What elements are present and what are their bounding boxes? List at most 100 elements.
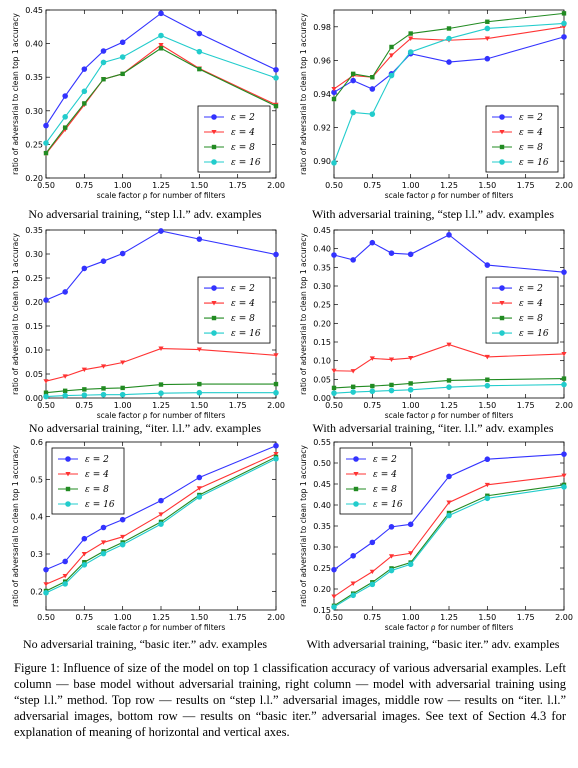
chart-panel-step-ll-no-adv: 0.20 0.25 0.30 0.35 0.40 0.45 0.50 0.75 1.00 1.25… — [0, 4, 290, 200]
subcaption-step-ll-adv: With adversarial training, “step l.l.” a… — [312, 207, 554, 221]
data-point — [43, 393, 49, 400]
legend-label-2: ε = 4 — [373, 470, 397, 480]
y-tick-label: 0.05 — [25, 370, 43, 379]
data-point — [197, 381, 202, 387]
y-tick-label: 0.20 — [25, 174, 43, 183]
data-point — [43, 122, 49, 129]
y-tick-label: 0.35 — [25, 73, 43, 82]
data-point — [331, 566, 337, 573]
data-point — [100, 364, 107, 369]
x-tick-label: 0.50 — [37, 181, 55, 190]
data-point — [81, 535, 88, 542]
data-point — [120, 385, 125, 391]
series-line-2 — [333, 475, 565, 598]
x-axis-label: scale factor ρ for number of filters — [385, 623, 514, 632]
subcaption-iter-ll-no-adv: No adversarial training, “iter. l.l.” ad… — [28, 421, 262, 435]
legend-label-2: ε = 4 — [519, 128, 543, 138]
data-point — [62, 392, 68, 399]
x-tick-label: 1.50 — [190, 181, 208, 190]
y-tick-label: 0.25 — [313, 564, 331, 573]
data-point — [273, 389, 279, 396]
chart-step-ll-no-adv: 0.20 0.25 0.30 0.35 0.40 0.45 0.50 0.75 1.00 1.25… — [11, 6, 285, 200]
data-point — [158, 512, 164, 517]
data-point — [119, 54, 126, 60]
y-tick-label: 0.96 — [313, 56, 331, 65]
data-point — [407, 561, 414, 568]
data-point — [158, 497, 164, 504]
data-point — [408, 31, 413, 36]
legend-marker-2 — [499, 130, 505, 135]
y-tick-label: 0.50 — [313, 459, 331, 468]
data-point — [331, 385, 337, 391]
y-tick-label: 0.40 — [313, 501, 331, 510]
data-point — [43, 566, 49, 573]
data-point — [331, 160, 337, 166]
legend-label-3: ε = 8 — [519, 314, 543, 324]
data-point — [388, 250, 395, 256]
data-point — [446, 384, 452, 390]
data-point — [484, 354, 490, 360]
data-point — [350, 389, 356, 395]
legend-marker-3 — [65, 486, 71, 492]
series-line-4 — [333, 486, 565, 608]
series-line-1 — [333, 234, 565, 273]
y-tick-label: 0.94 — [313, 90, 331, 99]
legend-marker-2 — [353, 472, 359, 477]
x-tick-label: 1.00 — [114, 613, 132, 622]
data-point — [561, 351, 567, 357]
series-points-2 — [43, 451, 279, 587]
data-point — [561, 451, 567, 457]
x-tick-label: 1.50 — [190, 401, 208, 410]
y-tick-label: 0.30 — [25, 107, 43, 116]
series-line-3 — [45, 47, 277, 154]
data-point — [561, 484, 567, 490]
y-tick-label: 0.35 — [313, 522, 331, 531]
legend-marker-1 — [499, 285, 505, 291]
series-points-4 — [331, 484, 567, 610]
chart-panel-iter-ll-adv: 0.00 0.05 0.10 0.15 0.20 0.25 0.30 0.35 0.40 0.45… — [288, 224, 578, 420]
series-line-3 — [333, 378, 565, 389]
series-points-1 — [43, 10, 279, 129]
legend-marker-4 — [211, 159, 217, 165]
y-tick-label: 0.25 — [25, 274, 43, 283]
data-point — [370, 383, 375, 389]
legend-marker-4 — [499, 159, 505, 165]
series-line-2 — [333, 344, 565, 372]
legend-label-1: ε = 2 — [231, 284, 255, 294]
legend-label-3: ε = 8 — [519, 143, 543, 153]
data-point — [484, 456, 491, 463]
legend-marker-1 — [211, 285, 217, 291]
legend-label-3: ε = 8 — [231, 143, 255, 153]
data-point — [331, 96, 337, 102]
legend: ε = 2 ε = 4 ε = 8 ε = 16 — [51, 447, 125, 515]
data-point — [388, 53, 395, 58]
x-tick-label: 1.75 — [517, 181, 535, 190]
data-point — [350, 109, 356, 116]
legend-label-1: ε = 2 — [85, 455, 109, 465]
data-point — [331, 390, 337, 396]
data-point — [561, 376, 567, 381]
data-point — [62, 374, 68, 379]
data-point — [120, 360, 126, 365]
x-tick-label: 1.00 — [114, 181, 132, 190]
series-points-4 — [43, 32, 279, 146]
y-tick-label: 0.4 — [30, 513, 43, 522]
legend-label-3: ε = 8 — [373, 485, 397, 495]
data-point — [273, 103, 279, 109]
legend-label-2: ε = 4 — [231, 128, 255, 138]
data-point — [446, 59, 452, 65]
legend-marker-3 — [353, 486, 359, 492]
data-point — [273, 67, 279, 73]
data-point — [446, 232, 452, 238]
data-point — [100, 59, 107, 66]
data-point — [484, 495, 491, 502]
data-point — [388, 387, 395, 394]
x-tick-label: 1.00 — [402, 401, 420, 410]
data-point — [369, 539, 376, 546]
data-point — [43, 379, 49, 384]
data-point — [446, 26, 452, 31]
legend-marker-4 — [211, 330, 217, 336]
x-tick-label: 0.75 — [75, 181, 93, 190]
data-point — [119, 39, 126, 46]
legend-box — [197, 276, 271, 344]
